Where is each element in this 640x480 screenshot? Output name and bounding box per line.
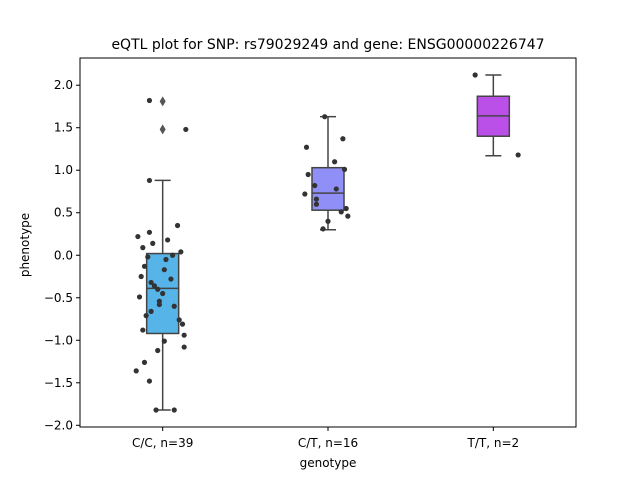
- data-point: [340, 136, 346, 142]
- data-point: [325, 218, 331, 224]
- data-point: [133, 368, 139, 374]
- outlier-marker: [159, 124, 166, 135]
- data-point: [135, 233, 141, 240]
- chart-title: eQTL plot for SNP: rs79029249 and gene: …: [111, 37, 544, 53]
- outlier-marker: [159, 96, 166, 107]
- data-point: [140, 327, 146, 333]
- data-point: [145, 254, 151, 260]
- data-point: [156, 301, 162, 308]
- data-point: [146, 97, 153, 104]
- data-point: [146, 177, 153, 184]
- y-tick-label: 0.5: [54, 206, 73, 220]
- data-point: [146, 378, 153, 384]
- data-point: [343, 205, 349, 212]
- data-point: [161, 338, 167, 344]
- y-tick-label: 2.0: [54, 78, 73, 92]
- y-tick-label: −1.0: [44, 333, 73, 347]
- data-point: [322, 114, 328, 120]
- y-tick-label: −1.5: [44, 376, 73, 390]
- data-point: [136, 294, 143, 300]
- data-point: [161, 267, 167, 273]
- data-point: [320, 226, 326, 232]
- data-point: [143, 313, 149, 319]
- y-tick-label: −0.5: [44, 291, 73, 305]
- y-tick-label: 1.0: [54, 163, 73, 177]
- data-point: [155, 286, 161, 292]
- data-point: [303, 144, 310, 150]
- y-tick-label: 1.5: [54, 121, 73, 135]
- data-point: [345, 213, 351, 219]
- data-point: [153, 407, 159, 413]
- data-point: [160, 290, 166, 297]
- data-point: [171, 407, 177, 413]
- y-axis-label: phenotype: [18, 213, 32, 277]
- data-point: [341, 166, 348, 172]
- data-point: [140, 245, 146, 251]
- axes: 2.0 1.5 1.0 0.5 0.0 −0.5 −1.0 −1.5 −2.0 C/C, n=39…: [44, 57, 577, 450]
- data-point: [171, 303, 177, 309]
- data-point: [155, 347, 161, 354]
- data-point: [313, 196, 320, 202]
- data-point: [163, 256, 169, 263]
- data-point: [338, 209, 344, 215]
- data-point: [151, 283, 157, 289]
- data-point: [178, 249, 184, 255]
- data-point: [305, 171, 311, 178]
- data-point: [332, 159, 338, 165]
- data-point: [515, 152, 521, 158]
- data-point: [169, 252, 176, 258]
- x-axis-label: genotype: [300, 456, 357, 470]
- data-point: [312, 182, 318, 189]
- data-point: [165, 237, 171, 243]
- data-point: [176, 317, 182, 323]
- data-point: [472, 72, 478, 78]
- data-point: [141, 359, 148, 365]
- data-point: [174, 222, 181, 229]
- data-point: [179, 321, 186, 327]
- data-point: [138, 273, 144, 280]
- y-tick-label: −2.0: [44, 418, 73, 432]
- y-tick-label: 0.0: [54, 248, 73, 262]
- data-point: [302, 191, 308, 197]
- data-point: [148, 308, 154, 314]
- data-point: [148, 279, 154, 286]
- data-point: [183, 126, 189, 133]
- plot-area: [133, 72, 521, 413]
- x-tick-label: C/T, n=16: [298, 436, 358, 450]
- data-point: [141, 263, 148, 269]
- data-point: [313, 201, 320, 207]
- data-point: [150, 240, 156, 246]
- x-tick-label: T/T, n=2: [467, 436, 520, 450]
- data-point: [168, 276, 174, 282]
- data-point: [333, 186, 339, 192]
- x-tick-label: C/C, n=39: [132, 436, 193, 450]
- data-point: [181, 332, 187, 338]
- data-point: [146, 229, 153, 235]
- data-point: [181, 344, 187, 350]
